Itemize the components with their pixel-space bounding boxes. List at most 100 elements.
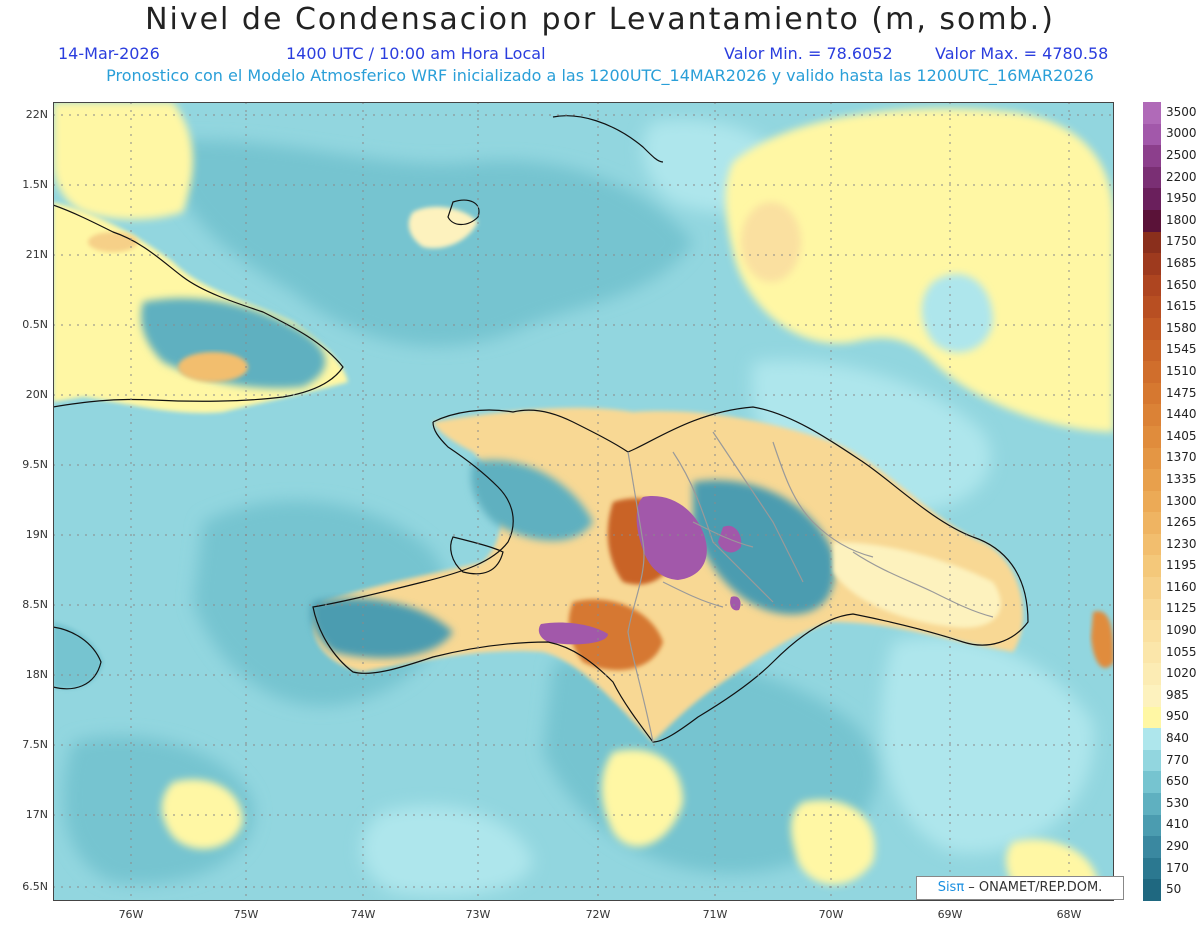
colorbar-label: 650 bbox=[1166, 774, 1189, 789]
lon-label: 69W bbox=[937, 908, 963, 921]
colorbar-label: 985 bbox=[1166, 687, 1189, 702]
colorbar-swatch bbox=[1143, 663, 1161, 686]
province-borders bbox=[627, 431, 994, 743]
colorbar-swatch bbox=[1143, 771, 1161, 794]
colorbar-swatch bbox=[1143, 857, 1161, 880]
colorbar-swatch bbox=[1143, 706, 1161, 729]
lat-label: 20N bbox=[25, 388, 48, 401]
colorbar-swatch bbox=[1143, 274, 1161, 297]
colorbar-swatch bbox=[1143, 317, 1161, 341]
colorbar-swatch bbox=[1143, 188, 1161, 211]
lon-label: 75W bbox=[233, 908, 259, 921]
credit-box: Sisπ – ONAMET/REP.DOM. bbox=[916, 876, 1124, 900]
colorbar-swatch bbox=[1143, 620, 1161, 643]
colorbar-label: 1405 bbox=[1166, 428, 1197, 443]
colorbar-swatch bbox=[1143, 425, 1161, 448]
colorbar-swatch bbox=[1143, 555, 1161, 578]
grid bbox=[53, 102, 1114, 901]
min-value-label: Valor Min. = 78.6052 bbox=[724, 44, 893, 63]
colorbar-label: 1580 bbox=[1166, 320, 1197, 335]
map-panel bbox=[53, 102, 1114, 901]
colorbar-swatch bbox=[1143, 641, 1161, 664]
colorbar-label: 530 bbox=[1166, 795, 1189, 810]
colorbar-label: 1650 bbox=[1166, 277, 1197, 292]
colorbar-swatch bbox=[1143, 749, 1161, 772]
colorbar-label: 1265 bbox=[1166, 515, 1197, 530]
colorbar-label: 1440 bbox=[1166, 407, 1197, 422]
map-frame bbox=[53, 102, 1114, 901]
colorbar-label: 3000 bbox=[1166, 126, 1197, 141]
colorbar-label: 50 bbox=[1166, 882, 1182, 897]
colorbar-label: 1195 bbox=[1166, 558, 1197, 573]
yellow-zones bbox=[53, 102, 1114, 898]
date-label: 14-Mar-2026 bbox=[58, 44, 160, 63]
credit-text: – ONAMET/REP.DOM. bbox=[964, 880, 1103, 895]
lat-label: 21N bbox=[25, 248, 48, 261]
colorbar-swatch bbox=[1143, 166, 1161, 189]
colorbar bbox=[1143, 102, 1161, 902]
forecast-description: Pronostico con el Modelo Atmosferico WRF… bbox=[106, 66, 1094, 85]
colorbar-label: 410 bbox=[1166, 817, 1189, 832]
credit-logo: Sisπ bbox=[937, 880, 965, 895]
colorbar-label: 170 bbox=[1166, 860, 1189, 875]
lat-label: 8.5N bbox=[22, 598, 48, 611]
colorbar-swatch bbox=[1143, 209, 1161, 233]
colorbar-label: 1370 bbox=[1166, 450, 1197, 465]
colorbar-label: 1800 bbox=[1166, 212, 1197, 227]
colorbar-swatch bbox=[1143, 577, 1161, 600]
minor-islands bbox=[53, 206, 1114, 689]
colorbar-swatch bbox=[1143, 382, 1161, 405]
lat-label: 17N bbox=[25, 808, 48, 821]
lon-label: 74W bbox=[350, 908, 376, 921]
orange-spot bbox=[741, 202, 801, 282]
lat-label: 6.5N bbox=[22, 880, 48, 893]
colorbar-label: 1750 bbox=[1166, 234, 1197, 249]
colorbar-swatch bbox=[1143, 469, 1161, 492]
colorbar-swatch bbox=[1143, 512, 1161, 535]
colorbar-label: 1545 bbox=[1166, 342, 1197, 357]
colorbar-swatch bbox=[1143, 685, 1161, 708]
colorbar-swatch bbox=[1143, 879, 1161, 902]
colorbar-label: 1685 bbox=[1166, 255, 1197, 270]
lat-label: 22N bbox=[25, 108, 48, 121]
colorbar-swatch bbox=[1143, 339, 1161, 362]
colorbar-label: 1125 bbox=[1166, 601, 1197, 616]
colorbar-label: 290 bbox=[1166, 839, 1189, 853]
colorbar-swatch bbox=[1143, 533, 1161, 556]
colorbar-swatch bbox=[1143, 447, 1161, 470]
colorbar-label: 1090 bbox=[1166, 623, 1197, 638]
lat-label: 1.5N bbox=[22, 178, 48, 191]
colorbar-label: 1160 bbox=[1166, 579, 1197, 594]
map-title: Nivel de Condensacion por Levantamiento … bbox=[145, 2, 1055, 37]
time-label: 1400 UTC / 10:00 am Hora Local bbox=[286, 44, 546, 63]
colorbar-swatch bbox=[1143, 231, 1161, 254]
colorbar-swatch bbox=[1143, 836, 1161, 859]
lat-label: 0.5N bbox=[22, 318, 48, 331]
colorbar-swatch bbox=[1143, 145, 1161, 168]
colorbar-label: 1475 bbox=[1166, 385, 1197, 400]
colorbar-swatch bbox=[1143, 123, 1161, 146]
colorbar-label: 770 bbox=[1166, 752, 1189, 767]
colorbar-swatch bbox=[1143, 102, 1161, 125]
colorbar-swatch bbox=[1143, 598, 1161, 621]
colorbar-label: 1615 bbox=[1166, 299, 1197, 314]
colorbar-swatch bbox=[1143, 793, 1161, 816]
colorbar-swatch bbox=[1143, 404, 1161, 427]
colorbar-label: 950 bbox=[1166, 709, 1189, 724]
colorbar-label: 3500 bbox=[1166, 104, 1197, 119]
colorbar-label: 2200 bbox=[1166, 169, 1197, 184]
colorbar-swatch bbox=[1143, 728, 1161, 751]
colorbar-label: 1055 bbox=[1166, 644, 1197, 659]
lon-label: 70W bbox=[818, 908, 844, 921]
colorbar-label: 1300 bbox=[1166, 493, 1197, 508]
lat-label: 18N bbox=[25, 668, 48, 681]
lat-label: 9.5N bbox=[22, 458, 48, 471]
lon-label: 73W bbox=[465, 908, 491, 921]
max-value-label: Valor Max. = 4780.58 bbox=[935, 44, 1109, 63]
colorbar-swatch bbox=[1143, 814, 1161, 837]
lon-label: 72W bbox=[585, 908, 611, 921]
lon-label: 71W bbox=[702, 908, 728, 921]
colorbar-label: 1335 bbox=[1166, 471, 1197, 486]
colorbar-swatch bbox=[1143, 361, 1161, 384]
colorbar-label: 840 bbox=[1166, 731, 1189, 746]
